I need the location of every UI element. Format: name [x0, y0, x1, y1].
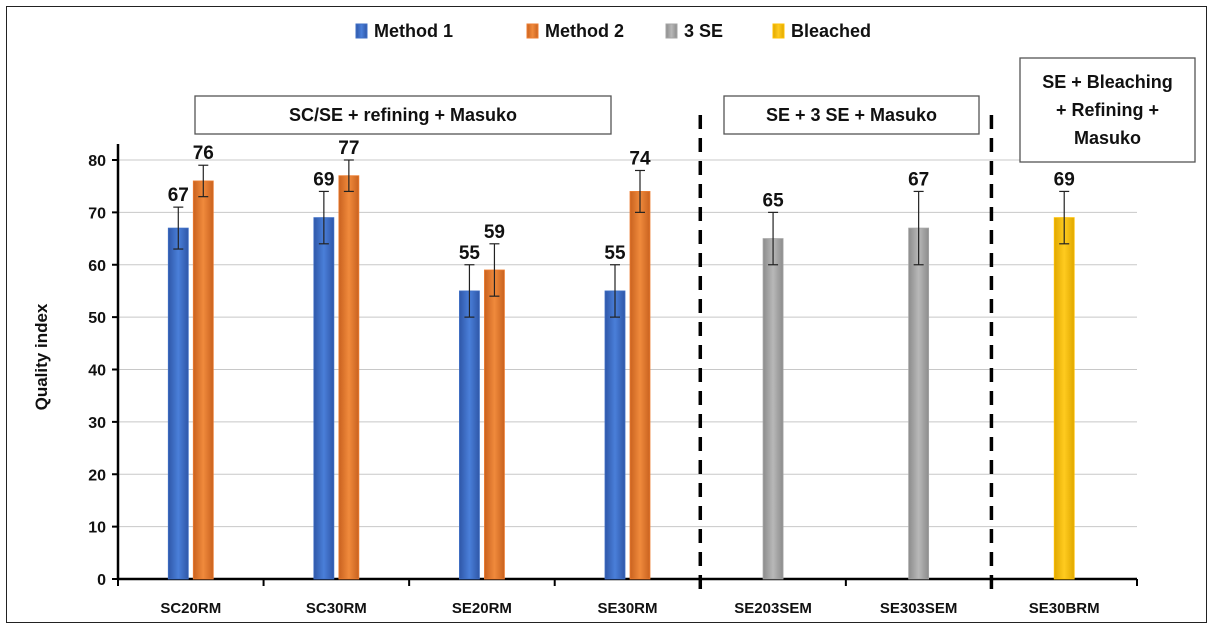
x-tick-label: SE303SEM: [880, 600, 958, 617]
bar: [167, 227, 189, 580]
y-tick-labels: 0 10 20 30 40 50 60 70 80: [88, 153, 106, 589]
bar: [908, 227, 930, 580]
data-label: 69: [1054, 169, 1075, 190]
bar: [604, 290, 626, 580]
y-tick-label: 80: [88, 153, 106, 170]
data-label: 76: [193, 143, 214, 164]
error-bars: [173, 159, 1070, 318]
data-label: 77: [338, 138, 359, 159]
y-tick-label: 10: [88, 520, 106, 537]
x-tick-label: SC20RM: [160, 600, 221, 617]
bar: [459, 290, 480, 580]
group-label: + Refining +: [1056, 100, 1159, 120]
legend-swatch: [355, 23, 368, 39]
legend-label: 3 SE: [684, 21, 723, 41]
chart-frame: 0 10 20 30 40 50 60 70 80 SC20RM SC30RM SE20RM SE30…: [6, 6, 1207, 623]
x-tick-label: SE30BRM: [1029, 600, 1100, 617]
y-axis-label: Quality index: [32, 303, 51, 410]
bar: [484, 269, 505, 580]
group-box: [194, 95, 612, 135]
y-tick-label: 50: [88, 310, 106, 327]
group-boxes: SC/SE + refining + Masuko SE + 3 SE + Mas…: [194, 57, 1196, 163]
data-label: 74: [629, 148, 651, 169]
data-label: 67: [168, 185, 189, 206]
bar-chart: 0 10 20 30 40 50 60 70 80 SC20RM SC30RM SE20RM SE30…: [32, 21, 1196, 617]
x-tick-labels: SC20RM SC30RM SE20RM SE30RM SE203SEM SE303SEM…: [160, 600, 1099, 617]
data-label: 65: [763, 190, 785, 211]
data-label: 55: [604, 243, 626, 264]
bars: [167, 175, 1075, 580]
bar: [192, 180, 214, 580]
y-tick-label: 70: [88, 205, 106, 222]
x-tick-label: SE20RM: [452, 600, 512, 617]
group-label: Masuko: [1074, 128, 1141, 148]
axes: [112, 144, 1138, 586]
legend-swatch: [772, 23, 785, 39]
data-label: 59: [484, 222, 505, 243]
bar: [1053, 217, 1075, 580]
group-dividers: [698, 115, 994, 591]
legend-swatch: [665, 23, 678, 39]
x-tick-label: SE30RM: [597, 600, 657, 617]
legend-swatch: [526, 23, 539, 39]
x-tick-label: SE203SEM: [734, 600, 812, 617]
group-box: [1019, 57, 1196, 163]
data-label: 67: [908, 169, 929, 190]
bar: [629, 191, 651, 580]
y-tick-label: 30: [88, 415, 106, 432]
bar: [338, 175, 360, 580]
legend-label: Method 1: [374, 21, 453, 41]
data-label: 55: [459, 243, 481, 264]
x-tick-label: SC30RM: [306, 600, 367, 617]
group-label: SC/SE + refining + Masuko: [289, 105, 517, 125]
group-label: SE + 3 SE + Masuko: [766, 105, 937, 125]
y-tick-label: 40: [88, 363, 106, 380]
grid-lines: [118, 159, 1137, 528]
y-tick-label: 20: [88, 467, 106, 484]
bar: [313, 217, 335, 580]
group-label: SE + Bleaching: [1042, 72, 1173, 92]
group-box: [723, 95, 980, 135]
legend-label: Bleached: [791, 21, 871, 41]
y-tick-label: 60: [88, 258, 106, 275]
legend: Method 1 Method 2 3 SE Bleached: [355, 21, 871, 41]
legend-label: Method 2: [545, 21, 624, 41]
data-label: 69: [313, 169, 334, 190]
bar: [762, 238, 784, 580]
y-tick-label: 0: [97, 572, 106, 589]
